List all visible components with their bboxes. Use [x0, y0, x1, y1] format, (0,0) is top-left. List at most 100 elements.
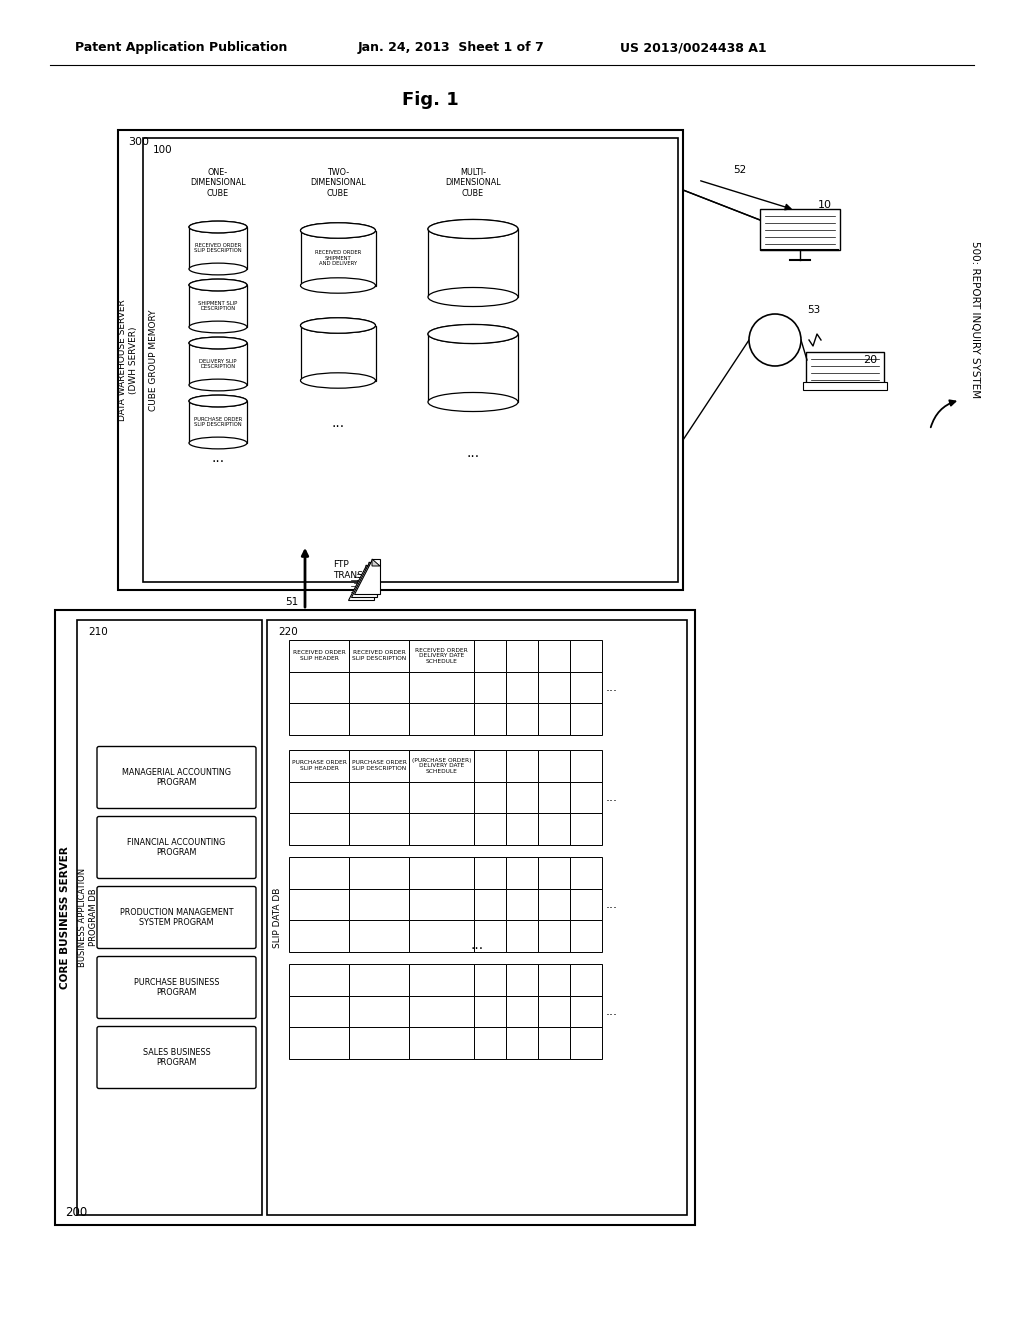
- Ellipse shape: [428, 325, 518, 343]
- Bar: [289, 813, 349, 845]
- Text: 52: 52: [733, 165, 746, 176]
- Ellipse shape: [189, 395, 247, 407]
- Bar: [538, 995, 570, 1027]
- Text: Patent Application Publication: Patent Application Publication: [75, 41, 288, 54]
- Bar: [289, 672, 349, 704]
- Bar: [474, 750, 506, 781]
- FancyBboxPatch shape: [97, 747, 256, 808]
- Ellipse shape: [428, 219, 518, 239]
- Bar: [474, 781, 506, 813]
- Bar: [349, 964, 409, 995]
- Text: CORE BUSINESS SERVER: CORE BUSINESS SERVER: [60, 846, 70, 989]
- Bar: [506, 920, 538, 952]
- Bar: [506, 813, 538, 845]
- Bar: [409, 813, 474, 845]
- Bar: [506, 995, 538, 1027]
- Bar: [349, 888, 409, 920]
- Text: RECEIVED ORDER
SLIP DESCRIPTION: RECEIVED ORDER SLIP DESCRIPTION: [195, 243, 242, 253]
- Bar: [570, 995, 602, 1027]
- Bar: [289, 781, 349, 813]
- Bar: [506, 640, 538, 672]
- Text: 220: 220: [278, 627, 298, 638]
- Polygon shape: [372, 558, 380, 566]
- Bar: [538, 857, 570, 888]
- Bar: [300, 231, 376, 285]
- Text: ...: ...: [332, 416, 344, 430]
- Ellipse shape: [189, 379, 247, 391]
- Ellipse shape: [428, 288, 518, 306]
- Bar: [538, 750, 570, 781]
- Bar: [570, 704, 602, 735]
- Text: FINANCIAL ACCOUNTING
PROGRAM: FINANCIAL ACCOUNTING PROGRAM: [127, 838, 225, 857]
- Bar: [349, 750, 409, 781]
- Text: 500: REPORT INQUIRY SYSTEM: 500: REPORT INQUIRY SYSTEM: [970, 242, 980, 399]
- Text: ...: ...: [470, 939, 483, 952]
- Text: MULTI-
DIMENSIONAL
CUBE: MULTI- DIMENSIONAL CUBE: [445, 168, 501, 198]
- Bar: [506, 857, 538, 888]
- Ellipse shape: [300, 277, 376, 293]
- Bar: [538, 640, 570, 672]
- Polygon shape: [354, 558, 380, 594]
- Bar: [289, 995, 349, 1027]
- Bar: [474, 672, 506, 704]
- Bar: [506, 750, 538, 781]
- Bar: [409, 888, 474, 920]
- Bar: [538, 920, 570, 952]
- Ellipse shape: [189, 263, 247, 275]
- Text: SLIP DATA DB: SLIP DATA DB: [273, 887, 283, 948]
- Bar: [570, 964, 602, 995]
- Polygon shape: [369, 562, 377, 569]
- Bar: [570, 1027, 602, 1059]
- Text: RECEIVED ORDER
DELIVERY DATE
SCHEDULE: RECEIVED ORDER DELIVERY DATE SCHEDULE: [415, 648, 468, 664]
- Text: ...: ...: [606, 898, 618, 911]
- Circle shape: [749, 314, 801, 366]
- Bar: [538, 781, 570, 813]
- Bar: [409, 672, 474, 704]
- Text: ...: ...: [211, 451, 224, 465]
- Bar: [803, 381, 887, 389]
- Ellipse shape: [189, 395, 247, 407]
- Text: BUSINESS APPLICATION
PROGRAM DB: BUSINESS APPLICATION PROGRAM DB: [78, 869, 97, 968]
- Bar: [349, 813, 409, 845]
- Bar: [289, 920, 349, 952]
- Bar: [570, 813, 602, 845]
- Bar: [428, 228, 518, 297]
- Bar: [760, 209, 840, 249]
- Bar: [474, 704, 506, 735]
- Ellipse shape: [428, 392, 518, 412]
- Bar: [538, 704, 570, 735]
- Bar: [300, 326, 376, 380]
- Bar: [409, 781, 474, 813]
- Bar: [409, 857, 474, 888]
- Text: Fig. 1: Fig. 1: [401, 91, 459, 110]
- Bar: [474, 640, 506, 672]
- Bar: [289, 888, 349, 920]
- Bar: [289, 640, 349, 672]
- Ellipse shape: [300, 318, 376, 333]
- Ellipse shape: [428, 325, 518, 343]
- FancyBboxPatch shape: [97, 1027, 256, 1089]
- Bar: [189, 227, 247, 269]
- Bar: [806, 352, 884, 385]
- Bar: [143, 139, 678, 582]
- Ellipse shape: [428, 219, 518, 239]
- Bar: [118, 129, 683, 590]
- Bar: [409, 1027, 474, 1059]
- Ellipse shape: [189, 337, 247, 348]
- Bar: [349, 857, 409, 888]
- Bar: [409, 920, 474, 952]
- Bar: [474, 888, 506, 920]
- Bar: [409, 640, 474, 672]
- Bar: [267, 620, 687, 1214]
- Text: (PURCHASE ORDER)
DELIVERY DATE
SCHEDULE: (PURCHASE ORDER) DELIVERY DATE SCHEDULE: [412, 758, 471, 774]
- Ellipse shape: [189, 321, 247, 333]
- Bar: [349, 704, 409, 735]
- Bar: [570, 640, 602, 672]
- Text: PURCHASE ORDER
SLIP HEADER: PURCHASE ORDER SLIP HEADER: [292, 760, 346, 771]
- Bar: [506, 964, 538, 995]
- Text: PRODUCTION MANAGEMENT
SYSTEM PROGRAM: PRODUCTION MANAGEMENT SYSTEM PROGRAM: [120, 908, 233, 927]
- Text: RECEIVED ORDER
SLIP HEADER: RECEIVED ORDER SLIP HEADER: [293, 651, 345, 661]
- Bar: [570, 672, 602, 704]
- Bar: [349, 672, 409, 704]
- Ellipse shape: [300, 372, 376, 388]
